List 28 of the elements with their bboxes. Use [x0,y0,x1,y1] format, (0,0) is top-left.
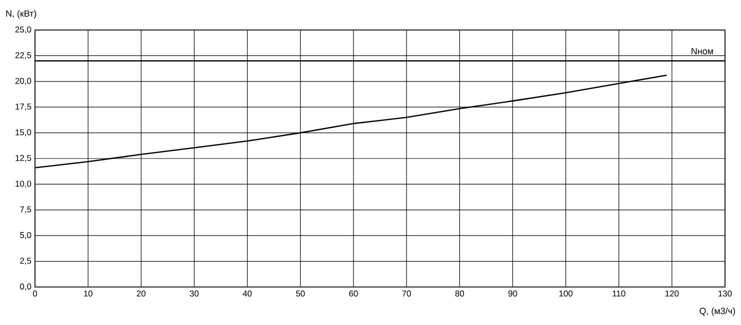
x-tick-label: 110 [612,290,626,297]
y-tick-label: 5,0 [20,232,32,240]
x-tick-label: 120 [666,290,679,297]
x-tick-label: 40 [242,290,252,297]
y-tick-label: 17,5 [16,104,32,111]
ref-line-label: Nном [692,48,713,54]
y-axis-title: N, (кВт) [6,10,36,18]
x-tick-label: 130 [718,290,732,297]
x-tick-label: 70 [402,290,411,297]
x-axis-title: Q, (м3/ч) [700,308,735,316]
y-tick-label: 7,5 [20,206,32,214]
x-tick-label: 0 [32,290,38,297]
x-tick-label: 50 [296,290,305,297]
x-tick-label: 100 [559,290,573,297]
y-tick-label: 25,0 [15,26,32,34]
x-tick-label: 80 [455,290,464,297]
y-tick-label: 15,0 [16,129,32,136]
y-tick-label: 10,0 [16,180,32,188]
y-tick-label: 20,0 [15,78,32,85]
x-tick-label: 10 [84,290,92,297]
y-tick-label: 2,5 [20,258,32,265]
x-tick-label: 90 [508,290,518,297]
x-tick-label: 20 [136,290,146,297]
y-tick-label: 22,5 [15,52,32,60]
y-tick-label: 0,0 [20,284,32,290]
x-tick-label: 60 [349,290,358,297]
y-tick-label: 12,5 [16,155,32,162]
x-tick-label: 30 [190,290,199,297]
